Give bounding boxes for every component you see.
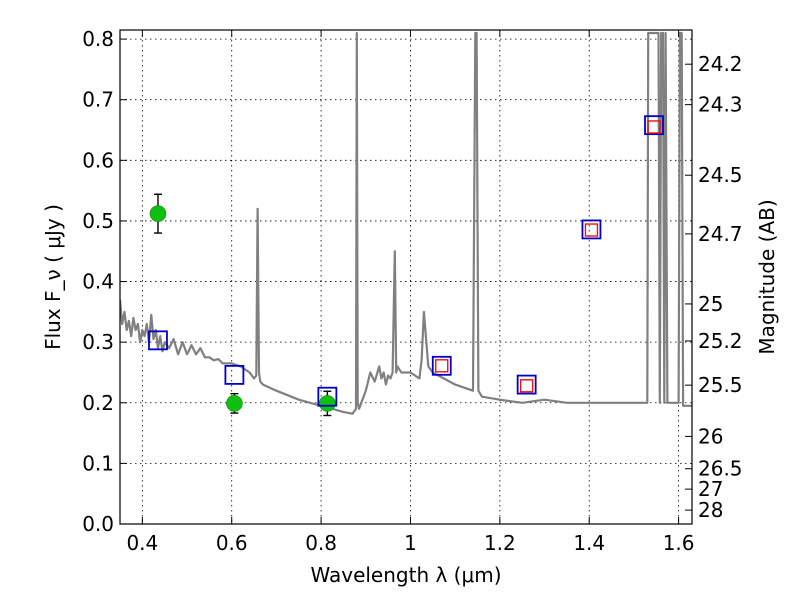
y2-axis-label: Magnitude (AB) [755, 199, 779, 354]
mag-tick-label: 25.5 [698, 373, 743, 397]
y-tick-label: 0.2 [82, 391, 114, 415]
y-tick-label: 0.5 [82, 209, 114, 233]
observed-flux-point [226, 395, 243, 412]
model-photometry-square [516, 374, 537, 395]
x-tick-label: 1.2 [484, 531, 516, 555]
mag-tick-label: 27 [698, 477, 723, 501]
model-photometry-square [148, 330, 168, 351]
mag-tick-label: 25.2 [698, 329, 743, 353]
model-photometry-square [581, 219, 602, 240]
y-tick-label: 0.1 [82, 451, 114, 475]
mag-tick-label: 24.7 [698, 222, 743, 246]
x-tick-label: 1.6 [663, 531, 695, 555]
model-photometry-square [317, 386, 338, 407]
y-tick-label: 0.3 [82, 330, 114, 354]
upper-limit-square [435, 359, 449, 373]
upper-limit-square [519, 379, 534, 393]
x-tick-label: 0.8 [305, 531, 337, 555]
observed-flux-point [319, 395, 336, 412]
plot-frame [119, 29, 693, 525]
observed-flux-point [149, 205, 167, 222]
x-axis-label: Wavelength λ (μm) [310, 563, 501, 587]
x-tick-label: 1.4 [573, 531, 605, 555]
upper-limit-square [647, 120, 661, 134]
x-tick-label: 0.4 [126, 531, 158, 555]
model-photometry-square [224, 364, 245, 385]
y-axis-label: Flux F_ν ( μJy ) [41, 204, 65, 350]
mag-tick-label: 25 [698, 292, 723, 316]
y-tick-label: 0.7 [82, 88, 114, 112]
mag-tick-label: 24.2 [698, 52, 743, 76]
axis-ticks: 0.4 0.6 0.8 1 1.2 1.4 1.6 0.0 0.1 0.2 0.3 0.4 0.5 0.6… [82, 27, 742, 555]
model-photometry-square [431, 355, 452, 376]
mag-tick-label: 28 [698, 498, 723, 522]
upper-limit-square [584, 223, 599, 237]
y-tick-label: 0.4 [82, 270, 114, 294]
model-photometry-square [644, 115, 664, 136]
template-spectrum-line [120, 31, 692, 415]
y-tick-label: 0.8 [82, 27, 114, 51]
mag-tick-label: 26.5 [698, 457, 743, 481]
x-tick-label: 1 [404, 531, 417, 555]
mag-tick-label: 24.3 [698, 93, 743, 117]
y-tick-label: 0.0 [82, 512, 114, 536]
mag-tick-label: 24.5 [698, 163, 743, 187]
x-tick-label: 0.6 [216, 531, 248, 555]
data-layer [120, 31, 692, 417]
y-tick-label: 0.6 [82, 148, 114, 172]
mag-tick-label: 26 [698, 424, 723, 448]
